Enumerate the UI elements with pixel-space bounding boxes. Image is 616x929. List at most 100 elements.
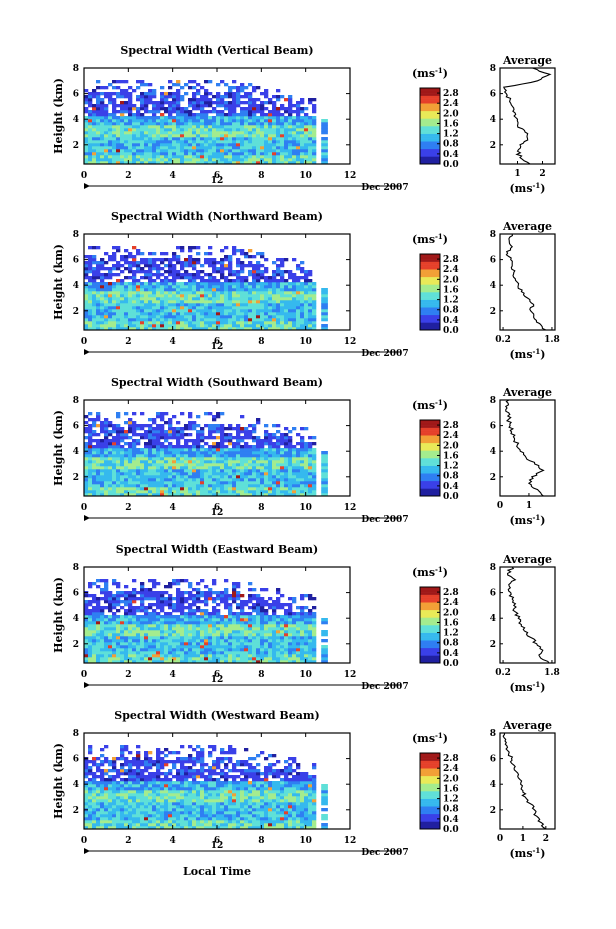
heatmap-cell (160, 445, 165, 449)
heatmap-cell (208, 246, 213, 250)
heatmap-cell (200, 86, 205, 90)
heatmap-cell (192, 285, 197, 289)
heatmap-cell (180, 481, 185, 485)
heatmap-cell (136, 152, 141, 156)
heatmap-cell (108, 291, 113, 295)
heatmap-cell (192, 648, 197, 652)
colorbar-tick-label: 1.2 (443, 296, 459, 306)
heatmap-cell (168, 312, 173, 316)
heatmap-cell (212, 460, 217, 464)
heatmap-cell (92, 246, 97, 250)
heatmap-cell (172, 648, 177, 652)
heatmap-cell (300, 315, 305, 319)
heatmap-cell (140, 633, 145, 637)
heatmap-cell (116, 466, 121, 470)
heatmap-cell (184, 624, 189, 628)
heatmap-cell (172, 152, 177, 156)
heatmap-cell (204, 146, 209, 150)
heatmap-cell (100, 155, 105, 159)
heatmap-cell (256, 261, 261, 265)
heatmap-cell (156, 122, 161, 126)
heatmap-cell (224, 448, 229, 452)
heatmap-cell (184, 258, 189, 262)
heatmap-cell (92, 140, 97, 144)
heatmap-cell (208, 128, 213, 132)
heatmap-cell (128, 128, 133, 132)
heatmap-cell (148, 152, 153, 156)
heatmap-cell (200, 627, 205, 631)
heatmap-cell (128, 606, 133, 610)
heatmap-cell (92, 648, 97, 652)
heatmap-cell (144, 475, 149, 479)
heatmap-cell (84, 442, 89, 446)
heatmap-cell (200, 430, 205, 434)
heatmap-cell (212, 146, 217, 150)
heatmap-cell (228, 279, 233, 283)
heatmap-cell (212, 95, 217, 99)
heatmap-cell (304, 324, 309, 328)
heatmap-cell (216, 131, 221, 135)
heatmap-cell (312, 155, 317, 159)
heatmap-cell (124, 318, 129, 322)
heatmap-cell (132, 612, 137, 616)
heatmap-cell (100, 606, 105, 610)
heatmap-cell (128, 621, 133, 625)
heatmap-cell (312, 140, 317, 144)
heatmap-cell (156, 639, 161, 643)
heatmap-cell (136, 657, 141, 661)
heatmap-cell (272, 110, 277, 114)
heatmap-cell (164, 612, 169, 616)
x-tick-label: 6 (214, 171, 220, 181)
heatmap-cell (232, 252, 237, 256)
heatmap-cell (284, 460, 289, 464)
heatmap-cell (108, 639, 113, 643)
heatmap-cell (100, 591, 105, 595)
heatmap-cell (236, 303, 241, 307)
heatmap-cell (96, 624, 101, 628)
heatmap-cell (216, 493, 221, 497)
heatmap-cell (176, 645, 181, 649)
heatmap-cell (192, 594, 197, 598)
heatmap-cell (224, 321, 229, 325)
heatmap-cell (204, 315, 209, 319)
heatmap-cell (264, 95, 269, 99)
heatmap-cell (152, 445, 157, 449)
heatmap-cell (240, 261, 245, 265)
heatmap-cell (244, 119, 249, 123)
heatmap-cell (252, 309, 257, 313)
heatmap-cell (136, 95, 141, 99)
heatmap-cell (192, 454, 197, 458)
heatmap-cell (84, 648, 89, 652)
heatmap-cell (120, 161, 125, 165)
colorbar-band (420, 115, 440, 119)
heatmap-cell (252, 116, 257, 120)
heatmap-cell (252, 424, 257, 428)
heatmap-cell (304, 300, 309, 304)
heatmap-cell (184, 630, 189, 634)
heatmap-cell (164, 146, 169, 150)
heatmap-cell (116, 161, 121, 165)
heatmap-cell (276, 454, 281, 458)
heatmap-cell (156, 472, 161, 476)
heatmap-cell (136, 80, 141, 84)
heatmap-cell (152, 137, 157, 141)
heatmap-cell (116, 155, 121, 159)
heatmap-cell (136, 116, 141, 120)
heatmap-cell (168, 273, 173, 277)
heatmap-cell (192, 306, 197, 310)
heatmap-cell (128, 264, 133, 268)
heatmap-cell (304, 460, 309, 464)
colorbar-band (420, 455, 440, 459)
heatmap-cell (200, 321, 205, 325)
heatmap-cell (208, 478, 213, 482)
heatmap-cell (192, 624, 197, 628)
heatmap-cell (100, 258, 105, 262)
heatmap-cell (184, 327, 189, 331)
heatmap-cell (104, 466, 109, 470)
heatmap-cell (172, 493, 177, 497)
heatmap-cell (188, 487, 193, 491)
heatmap-cell (144, 624, 149, 628)
heatmap-cell (184, 639, 189, 643)
heatmap-cell (172, 466, 177, 470)
heatmap-cell (236, 300, 241, 304)
